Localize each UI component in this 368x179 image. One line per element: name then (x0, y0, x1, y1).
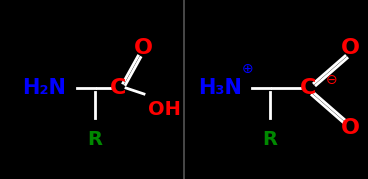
Text: R: R (88, 130, 103, 149)
Text: C: C (300, 78, 316, 98)
Text: R: R (262, 130, 277, 149)
Text: C: C (110, 78, 126, 98)
Text: OH: OH (148, 100, 181, 119)
Text: O: O (340, 118, 360, 138)
Text: ⊖: ⊖ (326, 73, 338, 87)
Text: O: O (134, 38, 152, 58)
Text: ⊕: ⊕ (242, 62, 254, 76)
Text: O: O (340, 38, 360, 58)
Text: H₂N: H₂N (22, 78, 66, 98)
Text: H₃N: H₃N (198, 78, 242, 98)
